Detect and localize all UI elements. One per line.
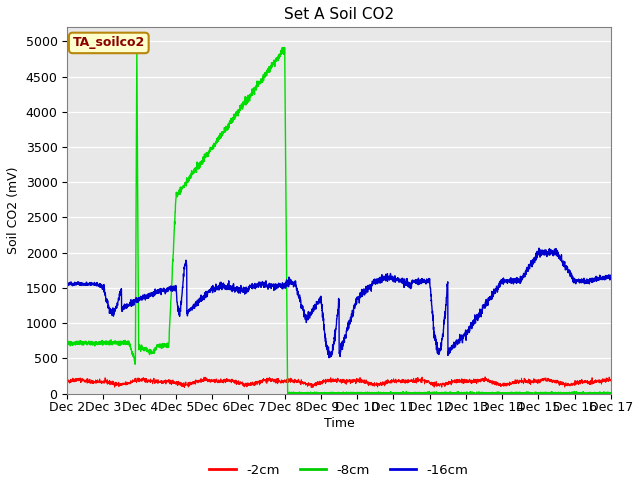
-16cm xyxy=(157,288,165,294)
Y-axis label: Soil CO2 (mV): Soil CO2 (mV) xyxy=(7,167,20,254)
-16cm xyxy=(63,282,71,288)
Line: -8cm: -8cm xyxy=(67,48,611,394)
Title: Set A Soil CO2: Set A Soil CO2 xyxy=(284,7,394,22)
-8cm xyxy=(296,390,303,396)
-2cm xyxy=(157,381,165,386)
Line: -16cm: -16cm xyxy=(67,248,611,358)
-2cm xyxy=(538,376,546,382)
-16cm xyxy=(325,355,333,360)
-16cm xyxy=(296,296,303,301)
-2cm xyxy=(272,380,280,386)
-2cm xyxy=(481,374,489,380)
-16cm xyxy=(538,247,546,253)
-16cm xyxy=(535,245,543,251)
-16cm xyxy=(125,302,133,308)
-16cm xyxy=(607,273,615,279)
-8cm xyxy=(538,390,546,396)
Text: TA_soilco2: TA_soilco2 xyxy=(73,36,145,49)
-16cm xyxy=(596,276,604,281)
-2cm xyxy=(125,380,133,385)
-2cm xyxy=(180,384,188,390)
-2cm xyxy=(607,377,615,383)
-2cm xyxy=(296,379,303,385)
-8cm xyxy=(63,342,71,348)
Line: -2cm: -2cm xyxy=(67,377,611,387)
-8cm xyxy=(284,391,292,396)
-8cm xyxy=(157,342,165,348)
Legend: -2cm, -8cm, -16cm: -2cm, -8cm, -16cm xyxy=(204,459,474,480)
-8cm xyxy=(596,390,604,396)
-8cm xyxy=(607,391,615,396)
-8cm xyxy=(280,45,288,50)
-2cm xyxy=(63,379,71,384)
-2cm xyxy=(596,378,604,384)
-8cm xyxy=(272,58,280,64)
-8cm xyxy=(125,342,133,348)
X-axis label: Time: Time xyxy=(324,417,355,430)
-16cm xyxy=(272,282,280,288)
